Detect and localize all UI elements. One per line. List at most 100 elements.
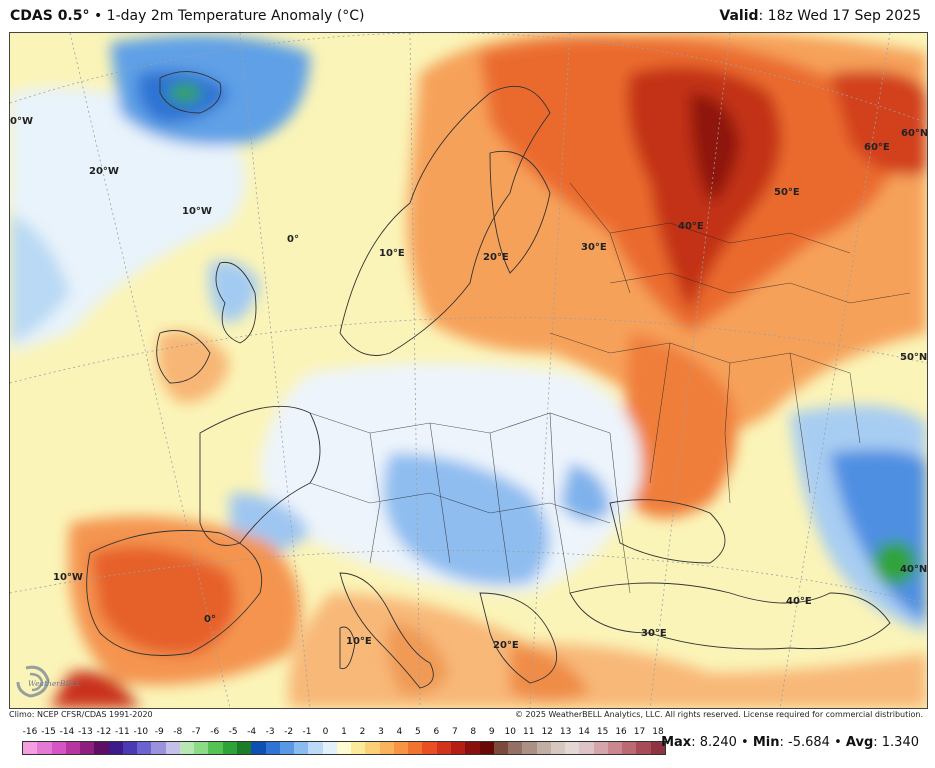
colorbar-swatch bbox=[393, 742, 409, 754]
colorbar-swatch bbox=[579, 742, 594, 754]
label-10e-south: 10°E bbox=[346, 636, 372, 647]
stats-sep-1: • bbox=[736, 735, 753, 750]
label-10w-south: 10°W bbox=[53, 572, 83, 583]
label-0w: 0°W bbox=[10, 116, 33, 127]
colorbar-swatch bbox=[208, 742, 223, 754]
colorbar-swatch bbox=[536, 742, 551, 754]
colorbar-swatch bbox=[51, 742, 66, 754]
graticule bbox=[10, 33, 927, 708]
colorbar-swatch bbox=[137, 742, 152, 754]
valid-label: Valid bbox=[719, 8, 759, 24]
colorbar-swatch bbox=[165, 742, 180, 754]
anomaly-field bbox=[10, 33, 927, 708]
label-40e-north: 40°E bbox=[678, 221, 704, 232]
colorbar-label: -2 bbox=[284, 727, 294, 737]
label-0-south: 0° bbox=[204, 614, 216, 625]
colorbar-swatch bbox=[436, 742, 451, 754]
colorbar-swatch bbox=[565, 742, 580, 754]
avg-value: : 1.340 bbox=[873, 735, 919, 750]
label-10e-north: 10°E bbox=[379, 248, 405, 259]
copyright-note: © 2025 WeatherBELL Analytics, LLC. All r… bbox=[515, 710, 923, 719]
colorbar-label: -5 bbox=[228, 727, 238, 737]
anomaly-map[interactable]: 0°W 20°W 10°W 0° 10°E 20°E 30°E 40°E 50°… bbox=[9, 32, 928, 709]
colorbar-swatch bbox=[37, 742, 52, 754]
header: CDAS 0.5° • 1-day 2m Temperature Anomaly… bbox=[0, 0, 935, 32]
colorbar-swatch bbox=[236, 742, 252, 754]
colorbar-label: -3 bbox=[265, 727, 275, 737]
colorbar-label: -1 bbox=[302, 727, 312, 737]
colorbar-swatch bbox=[336, 742, 352, 754]
colorbar-swatch bbox=[365, 742, 380, 754]
colorbar-legend: -16 -15 -14 -13 -12 -11 -10 -9 -8 -7 -6 -5 -4 -3 -2 -1 0… bbox=[22, 727, 666, 761]
climo-note: Climo: NCEP CFSR/CDAS 1991-2020 bbox=[9, 710, 153, 719]
colorbar-swatches bbox=[22, 741, 666, 755]
colorbar-label: 9 bbox=[488, 727, 495, 737]
min-label: Min bbox=[752, 735, 780, 750]
label-20e-north: 20°E bbox=[483, 252, 509, 263]
max-value: : 8.240 bbox=[691, 735, 737, 750]
colorbar-label: -13 bbox=[78, 727, 93, 737]
colorbar-label: -14 bbox=[59, 727, 75, 737]
colorbar-label: -11 bbox=[114, 727, 130, 737]
colorbar-label: 6 bbox=[433, 727, 440, 737]
colorbar-label: 12 bbox=[541, 727, 553, 737]
colorbar-swatch bbox=[636, 742, 651, 754]
label-0-north: 0° bbox=[287, 234, 299, 245]
label-10w-north: 10°W bbox=[182, 206, 212, 217]
colorbar-swatch bbox=[479, 742, 494, 754]
colorbar-label: -10 bbox=[133, 727, 149, 737]
colorbar-swatch bbox=[622, 742, 637, 754]
colorbar-swatch bbox=[422, 742, 437, 754]
colorbar-swatch bbox=[23, 742, 38, 754]
stats-sep-2: • bbox=[829, 735, 846, 750]
valid-time: Valid: 18z Wed 17 Sep 2025 bbox=[719, 8, 921, 24]
colorbar-swatch bbox=[465, 742, 480, 754]
colorbar-label: 14 bbox=[578, 727, 590, 737]
colorbar-label: -15 bbox=[41, 727, 56, 737]
label-30e-north: 30°E bbox=[581, 242, 607, 253]
weatherbell-logo-graphic: WeatherBELL bbox=[16, 665, 81, 698]
colorbar-swatch bbox=[322, 742, 337, 754]
colorbar-swatch bbox=[493, 742, 509, 754]
map-labels: 0°W 20°W 10°W 0° 10°E 20°E 30°E 40°E 50°… bbox=[10, 116, 927, 651]
colorbar-swatch bbox=[279, 742, 295, 754]
label-40e-south: 40°E bbox=[786, 596, 812, 607]
colorbar-swatch bbox=[351, 742, 366, 754]
min-value: : -5.684 bbox=[779, 735, 830, 750]
colorbar-swatch bbox=[108, 742, 123, 754]
label-60n: 60°N bbox=[901, 128, 927, 139]
colorbar-swatch bbox=[650, 742, 665, 754]
colorbar-swatch bbox=[122, 742, 138, 754]
max-label: Max bbox=[661, 735, 692, 750]
colorbar-label: 3 bbox=[378, 727, 384, 737]
colorbar-label: -16 bbox=[22, 727, 38, 737]
colorbar-label: 17 bbox=[633, 727, 646, 737]
colorbar-label: 7 bbox=[451, 727, 458, 737]
colorbar-label: 2 bbox=[359, 727, 366, 737]
colorbar-swatch bbox=[408, 742, 423, 754]
borders bbox=[309, 182, 911, 594]
colorbar-swatch bbox=[80, 742, 95, 754]
colorbar-swatch bbox=[251, 742, 266, 754]
valid-value: : 18z Wed 17 Sep 2025 bbox=[758, 8, 921, 24]
colorbar-swatch bbox=[607, 742, 623, 754]
colorbar-swatch bbox=[593, 742, 608, 754]
colorbar-swatch bbox=[151, 742, 166, 754]
label-60e: 60°E bbox=[864, 142, 890, 153]
label-20w: 20°W bbox=[89, 166, 119, 177]
colorbar-labels: -16 -15 -14 -13 -12 -11 -10 -9 -8 -7 -6 -5 -4 -3 -2 -1 0… bbox=[22, 727, 666, 740]
colorbar-label: 16 bbox=[615, 727, 627, 737]
model-name: CDAS 0.5° bbox=[10, 8, 90, 24]
colorbar-swatch bbox=[294, 742, 309, 754]
colorbar-swatch bbox=[550, 742, 566, 754]
colorbar-swatch bbox=[194, 742, 209, 754]
product-name: 1-day 2m Temperature Anomaly (°C) bbox=[106, 8, 365, 24]
field-stats: Max: 8.240 • Min: -5.684 • Avg: 1.340 bbox=[661, 735, 919, 750]
label-50e: 50°E bbox=[774, 187, 800, 198]
colorbar-label: -6 bbox=[210, 727, 220, 737]
colorbar-swatch bbox=[379, 742, 394, 754]
colorbar-swatch bbox=[308, 742, 323, 754]
colorbar-swatch bbox=[222, 742, 237, 754]
colorbar-label: -9 bbox=[154, 727, 164, 737]
weatherbell-logo: WeatherBELL bbox=[12, 662, 90, 702]
